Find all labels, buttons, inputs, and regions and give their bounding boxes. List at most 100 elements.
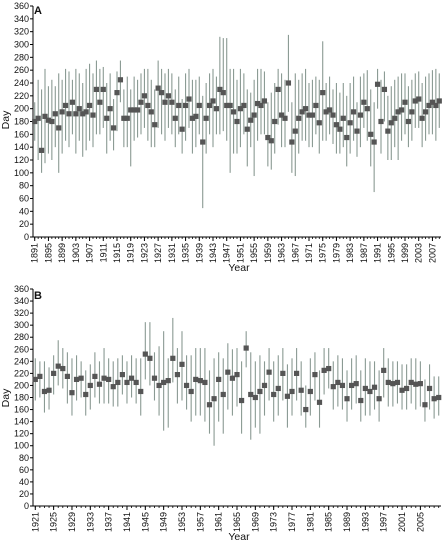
y-tick-label-a: 60 xyxy=(19,194,29,204)
data-point-a xyxy=(426,102,432,109)
data-point-b xyxy=(312,371,318,378)
data-point-b xyxy=(69,390,75,396)
x-tick-label-b: 1933 xyxy=(85,512,95,532)
y-tick-label-b: 280 xyxy=(14,332,29,342)
x-tick-label-b: 1925 xyxy=(49,512,59,532)
data-point-a xyxy=(110,125,117,131)
x-tick-label-a: 1995 xyxy=(386,243,396,263)
data-point-b xyxy=(339,382,346,389)
x-tick-label-b: 1949 xyxy=(159,512,169,532)
x-tick-label-a: 2007 xyxy=(427,243,437,263)
x-tick-label-a: 1939 xyxy=(194,243,204,263)
data-point-a xyxy=(313,102,319,109)
y-axis-title-b: Day xyxy=(0,388,12,407)
data-point-a xyxy=(203,115,209,121)
data-point-a xyxy=(93,86,100,93)
data-point-b xyxy=(371,384,378,390)
data-point-a xyxy=(364,106,370,112)
x-tick-label-b: 1953 xyxy=(177,512,187,532)
data-point-a xyxy=(83,109,89,115)
data-point-a xyxy=(138,99,144,105)
data-point-b xyxy=(289,388,295,395)
data-point-a xyxy=(436,98,442,104)
data-point-a xyxy=(86,102,93,109)
x-tick-label-a: 1943 xyxy=(208,243,218,263)
data-point-a xyxy=(196,102,202,109)
data-point-a xyxy=(62,102,69,109)
data-point-a xyxy=(141,93,148,99)
data-point-a xyxy=(66,111,72,117)
data-point-b xyxy=(238,397,245,404)
data-point-a xyxy=(35,115,41,121)
data-point-a xyxy=(210,98,216,104)
x-axis-title-b: Year xyxy=(228,531,250,543)
data-point-b xyxy=(321,367,327,373)
panel-b: B Day Year 0 20 40 60 80 100 120 140 160 180 200 22… xyxy=(0,284,442,543)
x-tick-label-b: 2005 xyxy=(415,512,425,532)
y-tick-label-a: 20 xyxy=(19,219,29,229)
data-point-b xyxy=(422,402,428,408)
data-point-a xyxy=(165,93,172,99)
x-tick-label-b: 1977 xyxy=(287,512,297,532)
data-point-b xyxy=(284,393,291,399)
data-point-b xyxy=(436,394,442,401)
data-point-a xyxy=(80,111,86,117)
data-point-a xyxy=(100,86,106,93)
data-point-b xyxy=(46,387,52,393)
data-point-a xyxy=(73,111,79,117)
data-point-a xyxy=(251,112,257,118)
y-tick-label-a: 340 xyxy=(14,14,29,24)
data-point-b xyxy=(252,394,258,401)
data-point-b xyxy=(261,382,268,389)
data-point-b xyxy=(257,388,263,395)
x-tick-label-a: 1987 xyxy=(359,243,369,263)
data-point-a xyxy=(104,115,110,121)
y-tick-label-b: 300 xyxy=(14,320,29,330)
data-point-b xyxy=(206,402,213,408)
data-point-b xyxy=(202,379,208,386)
data-point-a xyxy=(217,86,223,93)
data-point-b xyxy=(41,388,48,395)
x-tick-label-a: 1963 xyxy=(277,243,287,263)
data-point-b xyxy=(220,391,226,398)
data-point-a xyxy=(296,115,302,121)
x-tick-label-b: 1945 xyxy=(140,512,150,532)
data-point-a xyxy=(179,126,185,132)
data-point-b xyxy=(124,379,130,386)
y-tick-label-a: 180 xyxy=(14,117,29,127)
y-tick-label-a: 0 xyxy=(24,232,29,242)
y-tick-label-b: 360 xyxy=(14,284,29,294)
data-point-a xyxy=(114,90,120,96)
data-point-b xyxy=(390,381,396,387)
data-point-a xyxy=(234,118,240,125)
data-point-a xyxy=(378,118,384,125)
data-point-a xyxy=(306,112,312,118)
x-tick-label-b: 1989 xyxy=(342,512,352,532)
panel-a: A Day Year 0 20 40 60 80 100 120 140 160 180 200 22… xyxy=(0,1,442,274)
data-point-a xyxy=(148,109,154,115)
y-tick-label-a: 260 xyxy=(14,65,29,75)
data-point-b xyxy=(293,370,300,376)
data-point-a xyxy=(244,126,250,132)
data-point-b xyxy=(83,391,89,398)
data-point-b xyxy=(128,375,135,381)
data-point-a xyxy=(261,98,268,104)
data-point-b xyxy=(326,365,332,372)
data-point-b xyxy=(193,376,199,383)
data-point-a xyxy=(69,99,76,105)
data-point-a xyxy=(374,81,381,87)
y-tick-label-a: 80 xyxy=(19,181,29,191)
x-tick-label-b: 1997 xyxy=(379,512,389,532)
data-point-a xyxy=(52,111,58,117)
data-point-b xyxy=(307,388,313,395)
y-tick-label-a: 40 xyxy=(19,206,29,216)
x-tick-label-b: 1985 xyxy=(324,512,334,532)
data-point-a xyxy=(320,90,326,96)
x-axis-title-a: Year xyxy=(228,262,250,274)
data-point-a xyxy=(49,118,55,125)
data-point-b xyxy=(399,387,405,393)
data-point-b xyxy=(78,375,84,381)
data-point-b xyxy=(381,367,387,373)
data-point-a xyxy=(145,102,151,109)
data-point-b xyxy=(266,369,272,375)
